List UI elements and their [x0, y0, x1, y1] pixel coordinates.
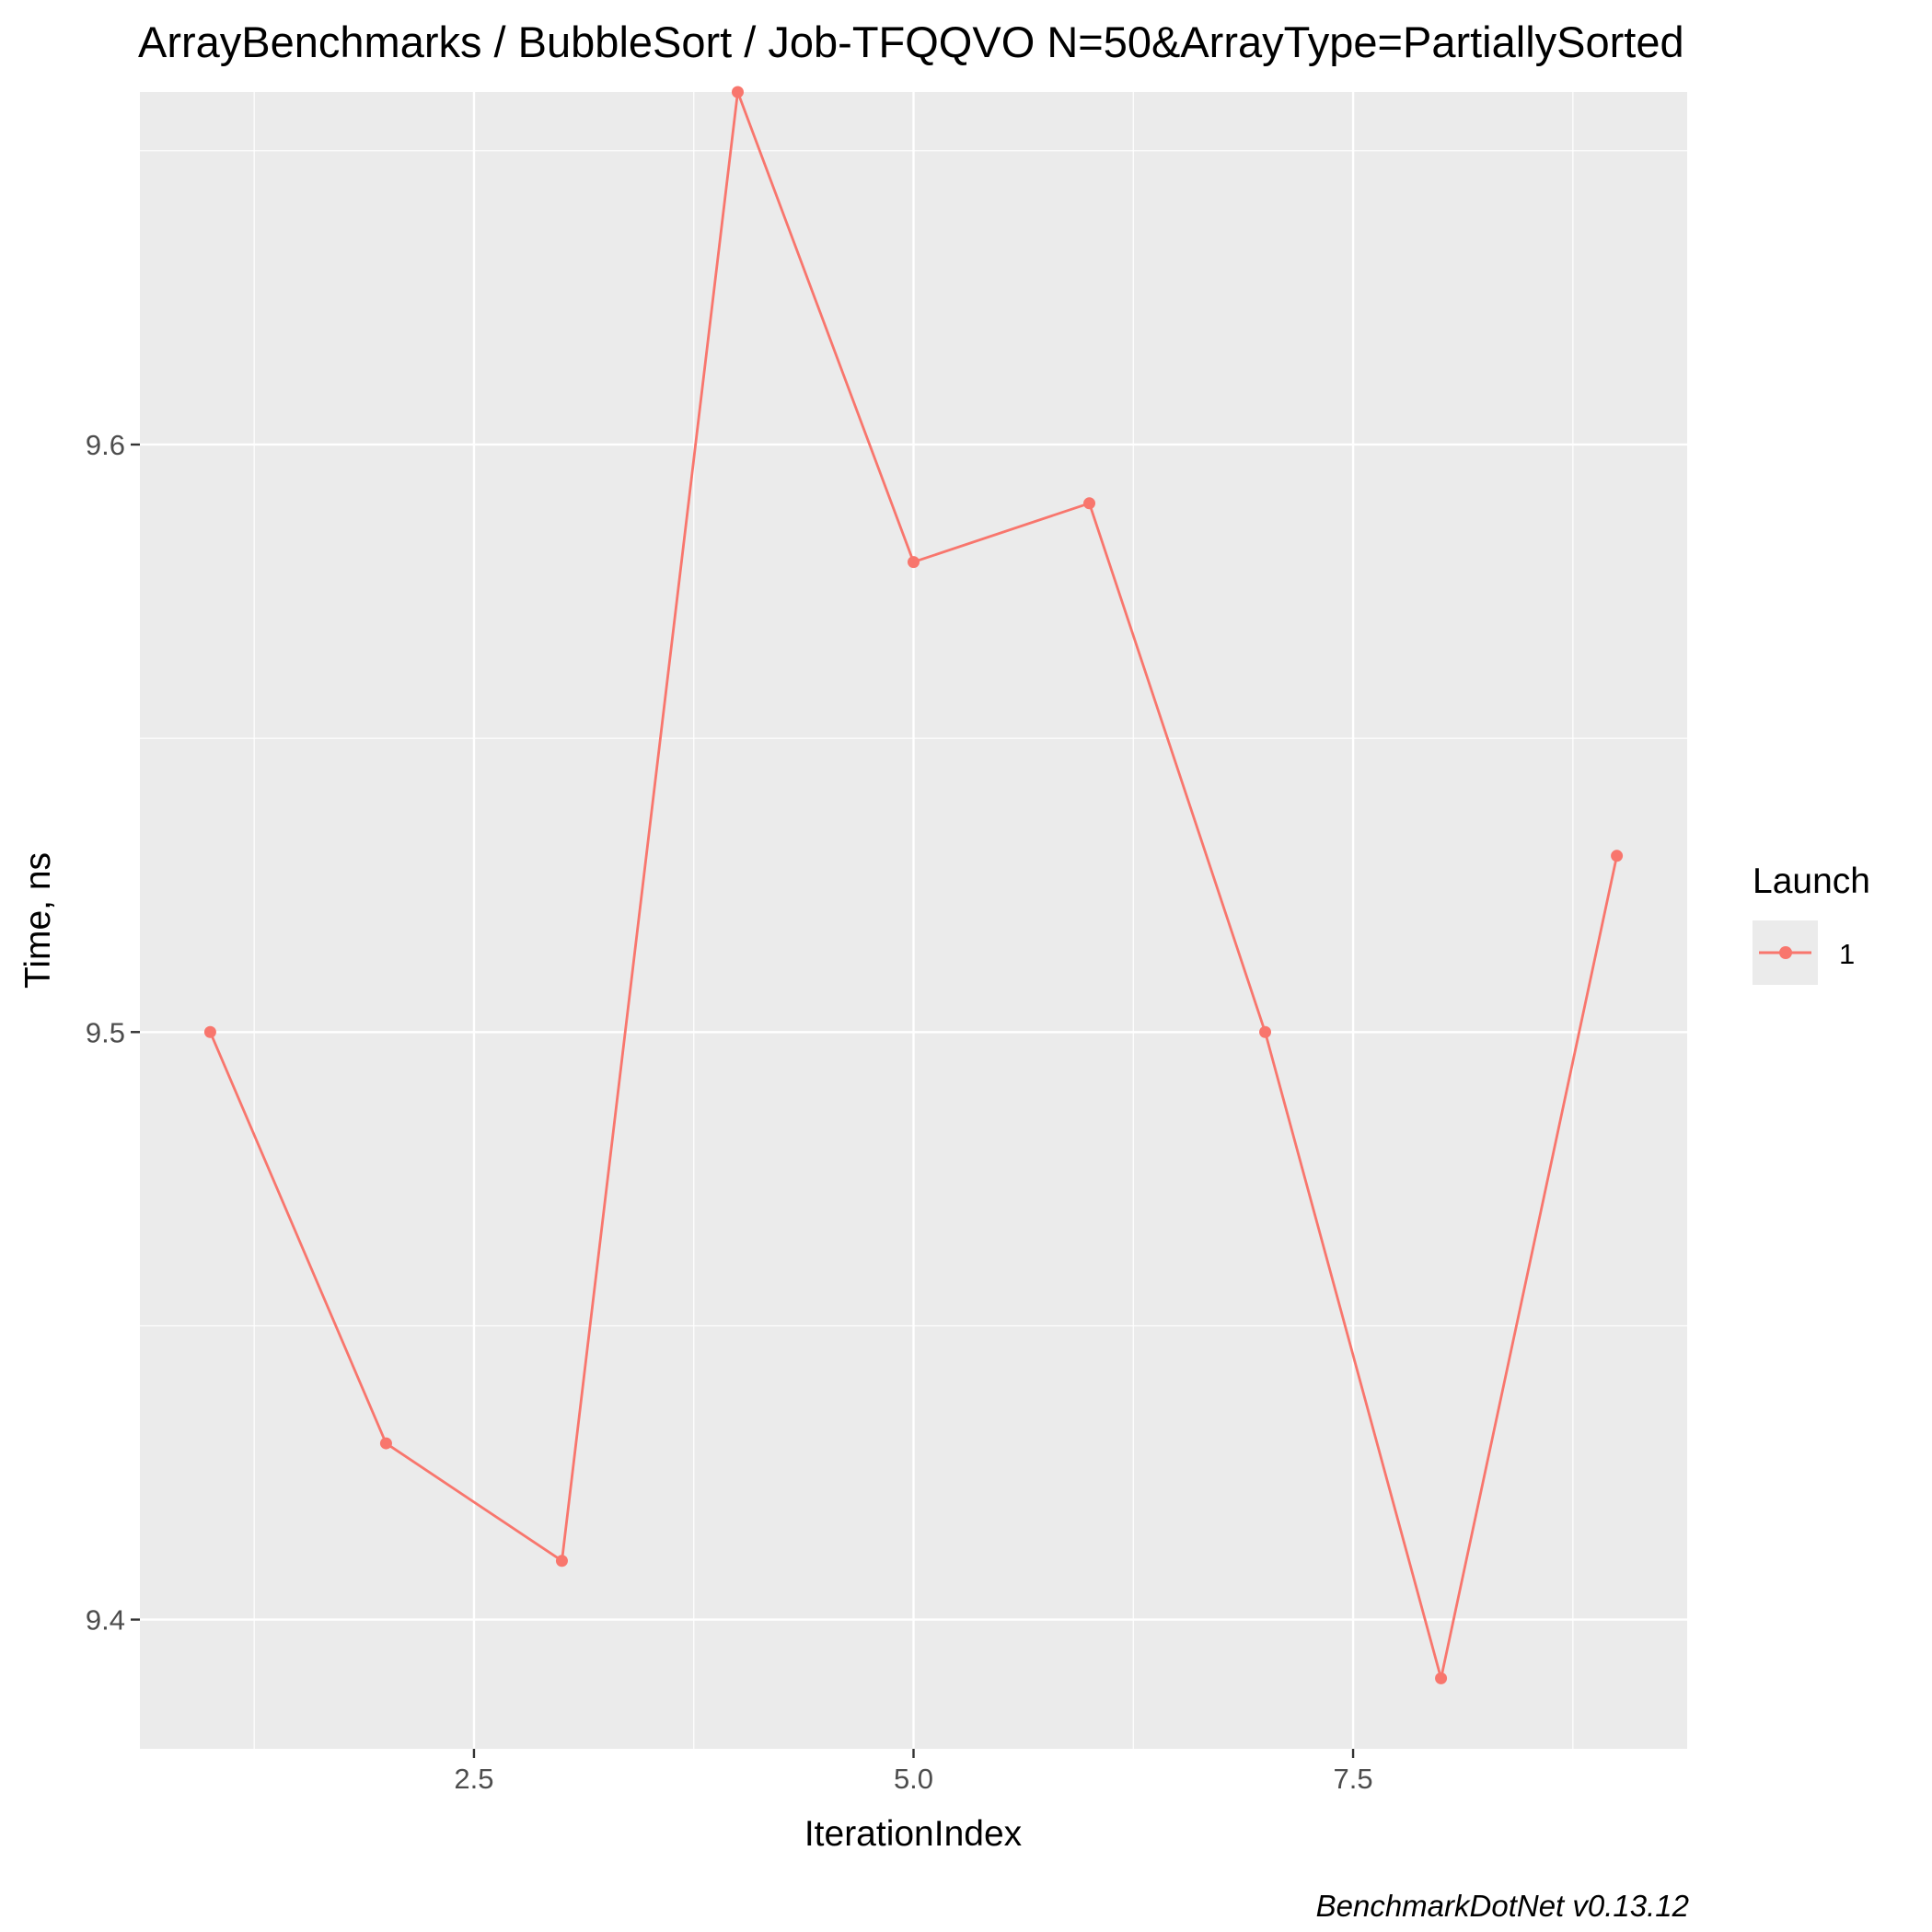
y-axis-title: Time, ns: [18, 852, 58, 989]
data-point: [1435, 1672, 1448, 1684]
y-tick-label: 9.5: [86, 1016, 125, 1048]
data-point: [1259, 1025, 1272, 1038]
y-tick-label: 9.6: [86, 429, 125, 461]
data-point: [908, 556, 920, 569]
series-layer: [203, 86, 1624, 1684]
x-axis-title: IterationIndex: [804, 1814, 1023, 1854]
legend-key-point: [1779, 946, 1792, 959]
data-point: [1611, 850, 1624, 862]
y-axis: 9.4 9.5 9.6: [86, 429, 140, 1637]
legend: Launch 1: [1753, 862, 1870, 985]
x-tick-label: 2.5: [454, 1763, 493, 1795]
data-point: [731, 86, 744, 98]
y-tick-label: 9.4: [86, 1604, 125, 1637]
major-gridlines: [140, 92, 1687, 1749]
data-point: [555, 1555, 568, 1568]
x-tick-label: 7.5: [1334, 1763, 1373, 1795]
x-tick-label: 5.0: [894, 1763, 933, 1795]
legend-label: 1: [1839, 938, 1855, 970]
data-point: [379, 1437, 392, 1450]
legend-title: Launch: [1753, 862, 1870, 901]
data-point: [203, 1025, 216, 1038]
caption: BenchmarkDotNet v0.13.12: [1316, 1889, 1689, 1923]
chart-title: ArrayBenchmarks / BubbleSort / Job-TFQQV…: [138, 17, 1684, 66]
data-point: [1083, 497, 1096, 510]
x-axis: 2.5 5.0 7.5: [454, 1749, 1373, 1795]
